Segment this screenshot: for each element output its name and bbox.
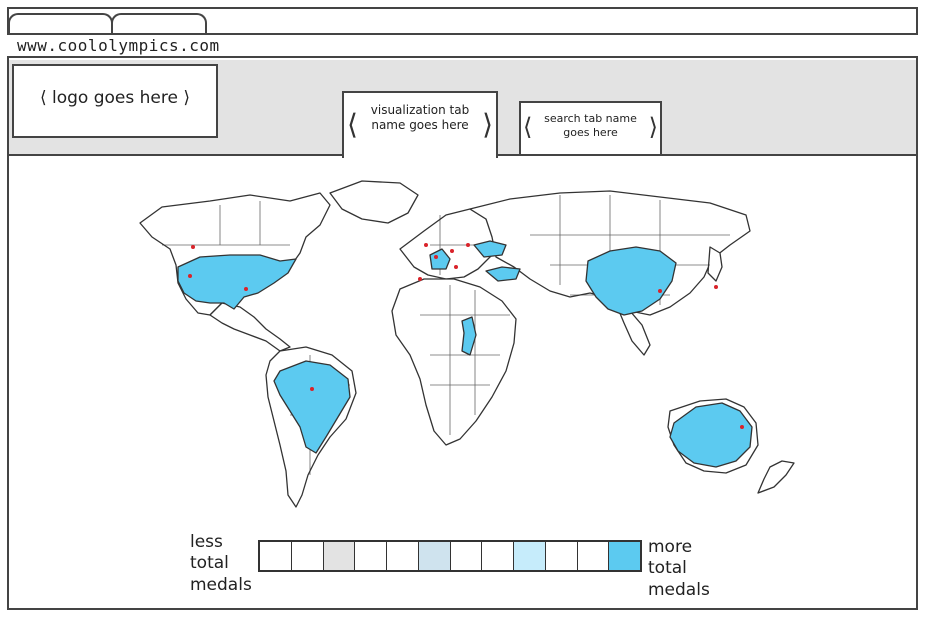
legend-cell	[609, 542, 640, 570]
host-city-marker	[454, 265, 458, 269]
legend-cell	[514, 542, 546, 570]
country-chad	[461, 316, 477, 356]
country-france	[429, 248, 451, 270]
legend-cell	[260, 542, 292, 570]
world-map-svg[interactable]	[130, 175, 810, 525]
host-city-marker	[658, 289, 662, 293]
host-city-marker	[244, 287, 248, 291]
logo-placeholder[interactable]: ⟨ logo goes here ⟩	[12, 64, 218, 138]
tab-search[interactable]: ⟨ search tab name goes here ⟩	[519, 101, 662, 156]
legend-color-scale	[258, 540, 642, 572]
tab-visualization[interactable]: ⟨ visualization tab name goes here ⟩	[342, 91, 498, 158]
host-city-marker	[424, 243, 428, 247]
legend-low-label: less total medals	[190, 532, 252, 595]
host-city-marker	[310, 387, 314, 391]
country-ukraine	[473, 240, 507, 258]
legend-cell	[482, 542, 514, 570]
legend-cell	[387, 542, 419, 570]
url-text: www.coololympics.com	[17, 36, 220, 55]
legend-high-label: more total medals	[648, 537, 710, 600]
address-bar[interactable]: www.coololympics.com	[7, 33, 918, 58]
legend-cell	[291, 542, 324, 570]
map-region-japan	[707, 246, 723, 282]
left-bracket-icon: ⟨	[347, 108, 358, 141]
host-city-marker	[188, 274, 192, 278]
logo-text: ⟨ logo goes here ⟩	[39, 88, 191, 108]
country-usa	[177, 254, 297, 310]
map-region-greenland	[329, 180, 419, 224]
map-region-central-america	[209, 302, 291, 352]
legend-cell	[450, 542, 483, 570]
legend-cell	[577, 542, 610, 570]
country-china	[585, 246, 677, 316]
host-city-marker	[418, 277, 422, 281]
host-city-marker	[434, 255, 438, 259]
host-city-marker	[714, 285, 718, 289]
legend-cell	[418, 542, 451, 570]
browser-tab-1[interactable]	[8, 13, 113, 35]
host-city-marker	[466, 243, 470, 247]
tab-visualization-label: visualization tab name goes here	[370, 103, 470, 132]
tab-search-label: search tab name goes here	[544, 112, 637, 139]
map-region-africa	[391, 278, 517, 446]
world-map[interactable]	[130, 175, 810, 525]
country-turkey	[485, 266, 521, 282]
host-city-marker	[450, 249, 454, 253]
legend-cell	[323, 542, 356, 570]
country-australia	[669, 402, 753, 468]
host-city-marker	[740, 425, 744, 429]
map-region-new-zealand	[757, 460, 795, 494]
host-city-marker	[191, 245, 195, 249]
country-brazil	[273, 360, 351, 454]
left-bracket-icon: ⟨	[523, 113, 533, 141]
right-bracket-icon: ⟩	[482, 108, 493, 141]
legend-cell	[355, 542, 387, 570]
right-bracket-icon: ⟩	[648, 113, 658, 141]
browser-tab-2[interactable]	[111, 13, 207, 35]
legend-cell	[545, 542, 578, 570]
